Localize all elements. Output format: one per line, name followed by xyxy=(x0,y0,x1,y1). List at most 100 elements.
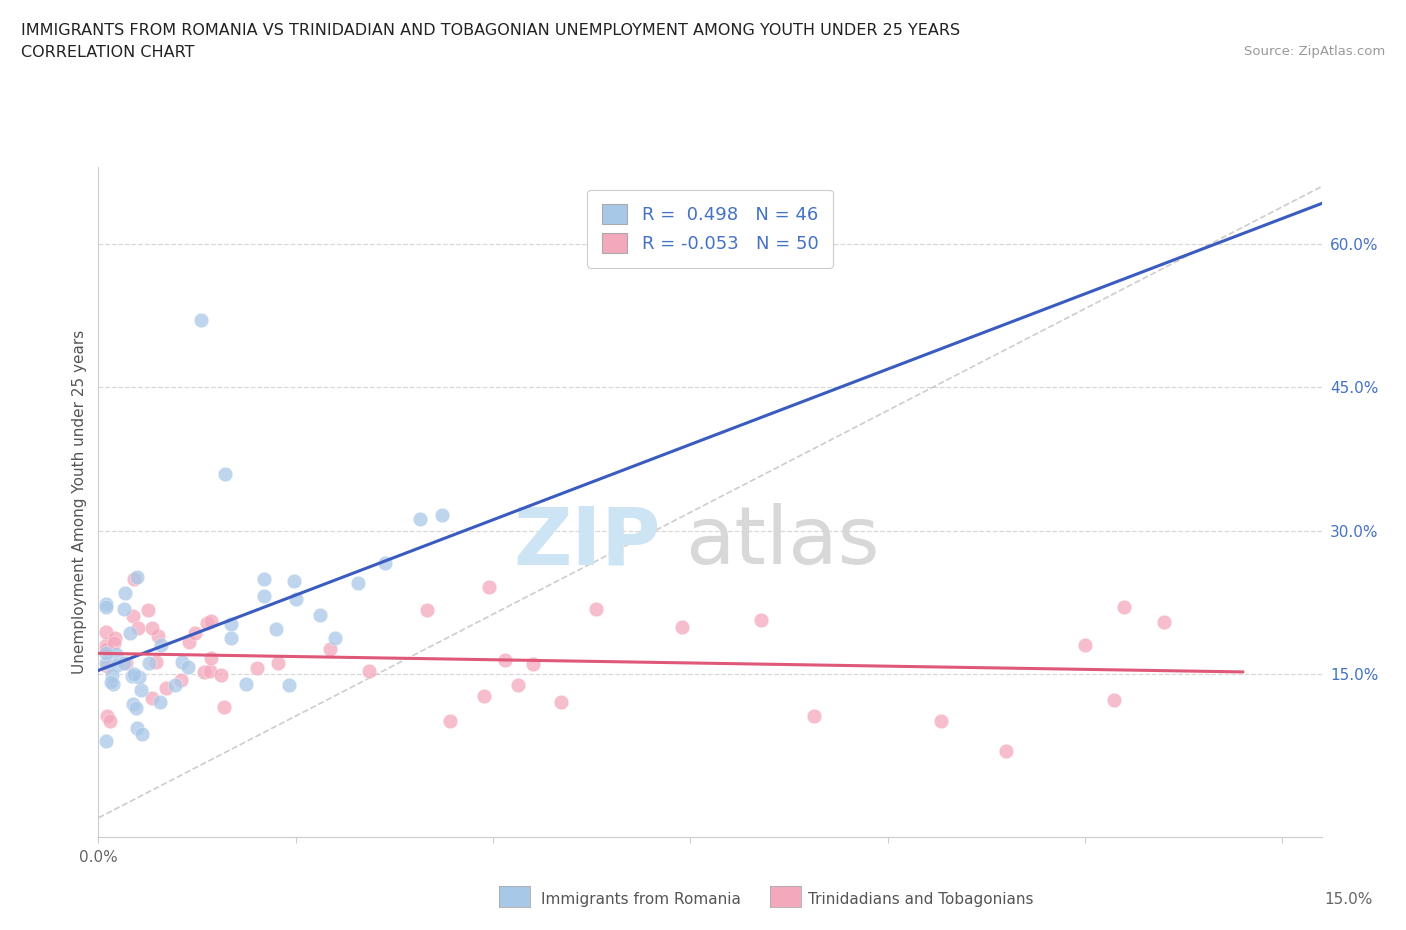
Point xyxy=(122,697,145,711)
Point xyxy=(409,512,432,527)
Point xyxy=(183,626,205,641)
Point xyxy=(212,699,235,714)
Point xyxy=(347,576,370,591)
Point xyxy=(146,629,169,644)
Point xyxy=(138,656,160,671)
Text: IMMIGRANTS FROM ROMANIA VS TRINIDADIAN AND TOBAGONIAN UNEMPLOYMENT AMONG YOUTH U: IMMIGRANTS FROM ROMANIA VS TRINIDADIAN A… xyxy=(21,23,960,38)
Point xyxy=(522,657,544,671)
Point xyxy=(267,656,290,671)
Point xyxy=(96,600,118,615)
Point xyxy=(122,572,145,587)
Point xyxy=(100,668,122,683)
Point xyxy=(96,658,118,673)
Point xyxy=(127,620,149,635)
Point xyxy=(193,665,215,680)
Point xyxy=(994,743,1017,758)
Point xyxy=(120,625,142,640)
Point xyxy=(105,658,128,672)
Point xyxy=(128,670,150,684)
Point xyxy=(98,713,121,728)
Point xyxy=(929,713,952,728)
Point xyxy=(439,713,461,728)
Point xyxy=(121,669,143,684)
Text: 15.0%: 15.0% xyxy=(1324,892,1372,907)
Point xyxy=(430,508,453,523)
Point xyxy=(177,635,200,650)
Point xyxy=(125,721,148,736)
Point xyxy=(585,601,607,616)
Point xyxy=(508,677,530,692)
Point xyxy=(323,631,346,645)
Point xyxy=(96,709,118,724)
Point xyxy=(165,678,187,693)
Point xyxy=(121,609,143,624)
Point xyxy=(198,664,221,679)
Point xyxy=(177,659,200,674)
Point xyxy=(122,667,145,682)
Text: Source: ZipAtlas.com: Source: ZipAtlas.com xyxy=(1244,45,1385,58)
Point xyxy=(749,613,772,628)
Point xyxy=(170,654,193,669)
Point xyxy=(200,651,222,666)
Point xyxy=(374,555,396,570)
Point xyxy=(96,645,118,660)
Point xyxy=(125,701,148,716)
Point xyxy=(112,655,135,670)
Point xyxy=(96,656,118,671)
Point xyxy=(141,620,163,635)
Point xyxy=(357,663,380,678)
Point xyxy=(214,466,236,481)
Point xyxy=(283,574,305,589)
Point xyxy=(96,597,118,612)
Point xyxy=(131,726,153,741)
Text: CORRELATION CHART: CORRELATION CHART xyxy=(21,45,194,60)
Point xyxy=(101,677,124,692)
Point xyxy=(114,586,136,601)
Text: ZIP: ZIP xyxy=(513,503,661,581)
Legend: R =  0.498   N = 46, R = -0.053   N = 50: R = 0.498 N = 46, R = -0.053 N = 50 xyxy=(588,190,832,268)
Point xyxy=(477,579,499,594)
Point xyxy=(104,647,127,662)
Point xyxy=(318,642,340,657)
Point xyxy=(169,672,191,687)
Point xyxy=(125,569,148,584)
Point xyxy=(141,690,163,705)
Point xyxy=(104,631,127,645)
Point xyxy=(253,589,276,604)
Point xyxy=(277,677,299,692)
Point xyxy=(96,625,118,640)
Point xyxy=(129,683,152,698)
Point xyxy=(103,635,125,650)
Point xyxy=(1114,600,1136,615)
Point xyxy=(96,638,118,653)
Point xyxy=(472,688,495,703)
Point xyxy=(235,677,257,692)
Point xyxy=(96,734,118,749)
Y-axis label: Unemployment Among Youth under 25 years: Unemployment Among Youth under 25 years xyxy=(72,330,87,674)
Point xyxy=(209,668,232,683)
Point xyxy=(253,571,276,586)
Text: Trinidadians and Tobagonians: Trinidadians and Tobagonians xyxy=(808,892,1033,907)
Point xyxy=(550,694,572,709)
Point xyxy=(155,681,177,696)
Point xyxy=(96,642,118,657)
Point xyxy=(112,602,135,617)
Text: Immigrants from Romania: Immigrants from Romania xyxy=(541,892,741,907)
Point xyxy=(136,603,159,618)
Point xyxy=(148,694,170,709)
Point xyxy=(200,614,222,629)
Point xyxy=(1102,692,1125,707)
Point xyxy=(309,607,332,622)
Point xyxy=(150,638,173,653)
Point xyxy=(195,616,218,631)
Point xyxy=(1153,615,1175,630)
Text: atlas: atlas xyxy=(686,503,880,581)
Point xyxy=(190,313,212,328)
Point xyxy=(219,617,242,631)
Point xyxy=(494,653,516,668)
Point xyxy=(284,591,307,606)
Point xyxy=(100,674,122,689)
Point xyxy=(219,631,242,645)
Point xyxy=(266,621,288,636)
Point xyxy=(1074,638,1097,653)
